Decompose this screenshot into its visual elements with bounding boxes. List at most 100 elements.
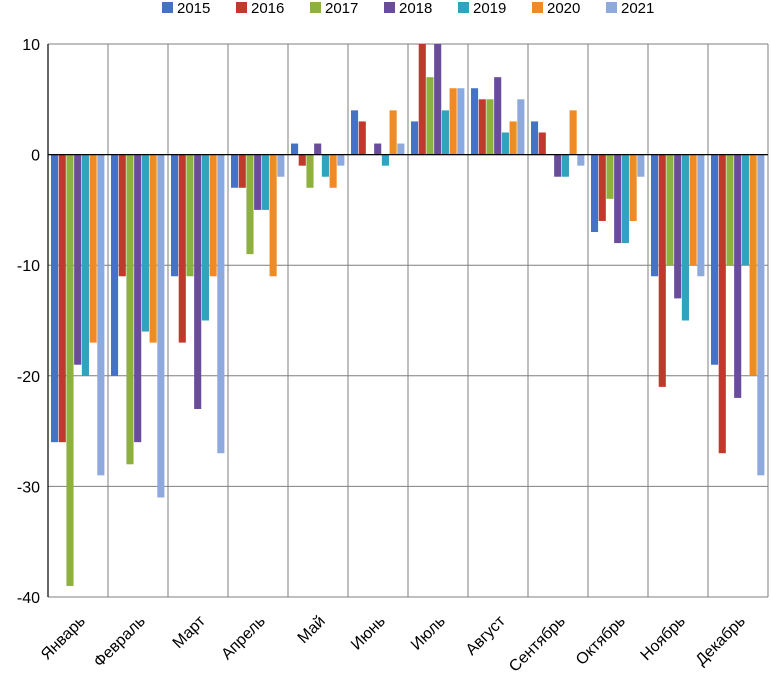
bar-2020-3 (209, 154, 217, 277)
bar-2016-6 (358, 121, 366, 155)
bar-2018-5 (314, 143, 322, 155)
bar-2021-5 (337, 154, 345, 166)
bar-2017-12 (726, 154, 734, 266)
bar-2016-9 (538, 132, 546, 155)
bar-2019-11 (681, 154, 689, 321)
bar-2019-9 (561, 154, 569, 177)
bar-2015-10 (591, 154, 599, 233)
bar-2020-9 (569, 110, 577, 155)
bar-2020-7 (449, 88, 457, 155)
legend-label-2016: 2016 (251, 0, 284, 17)
bar-2021-1 (97, 154, 105, 476)
x-category-label: Июнь (348, 613, 389, 654)
bar-2018-1 (74, 154, 82, 365)
bar-2017-10 (606, 154, 614, 199)
bar-2018-7 (434, 44, 442, 155)
bar-2019-12 (741, 154, 749, 266)
x-category-labels: Январь Февраль Март Апрель Май Июнь Июль Август… (38, 612, 749, 675)
bar-2017-5 (306, 154, 314, 188)
bar-2019-4 (261, 154, 269, 210)
x-category-label: Ноябрь (638, 613, 689, 664)
bar-2019-8 (501, 132, 509, 155)
legend-swatch-2017 (310, 2, 321, 13)
bar-2016-11 (658, 154, 666, 387)
x-category-label: Март (170, 612, 210, 652)
x-category-label: Октябрь (573, 613, 629, 669)
bar-2015-3 (171, 154, 179, 277)
bar-2021-6 (397, 143, 405, 155)
bar-2021-8 (517, 99, 525, 155)
legend-swatch-2015 (162, 2, 173, 13)
bar-2018-6 (374, 143, 382, 155)
bar-2020-1 (89, 154, 97, 343)
bar-2018-2 (134, 154, 142, 443)
y-tick-label: -30 (17, 479, 40, 496)
bar-2016-12 (718, 154, 726, 454)
bar-2020-8 (509, 121, 517, 155)
bar-2019-3 (201, 154, 209, 321)
legend-label-2021: 2021 (621, 0, 654, 17)
bar-2019-6 (381, 154, 389, 166)
bar-2020-4 (269, 154, 277, 277)
bar-2019-10 (621, 154, 629, 244)
bar-2018-10 (614, 154, 622, 244)
bar-2015-5 (291, 143, 299, 155)
bar-2021-12 (757, 154, 765, 476)
bar-2021-2 (157, 154, 165, 498)
bar-2016-8 (478, 99, 486, 155)
bar-2017-4 (246, 154, 254, 255)
bar-2015-9 (531, 121, 539, 155)
bar-2018-12 (734, 154, 742, 398)
bar-2017-8 (486, 99, 494, 155)
bar-2019-2 (141, 154, 149, 332)
bar-2020-2 (149, 154, 157, 343)
bar-2017-7 (426, 77, 434, 155)
bar-2016-7 (418, 44, 426, 155)
legend-label-2019: 2019 (473, 0, 506, 17)
bar-2015-2 (111, 154, 119, 376)
bar-2017-1 (66, 154, 74, 586)
bar-2016-3 (178, 154, 186, 343)
legend-label-2017: 2017 (325, 0, 358, 17)
bar-2015-11 (651, 154, 659, 277)
x-category-label: Январь (38, 613, 89, 664)
bar-2021-9 (577, 154, 585, 166)
legend-label-2020: 2020 (547, 0, 580, 17)
bar-2015-7 (411, 121, 419, 155)
x-category-label: Апрель (218, 613, 268, 663)
legend-swatch-2016 (236, 2, 247, 13)
axes (47, 44, 768, 597)
bar-2016-5 (298, 154, 306, 166)
y-tick-labels: -40 -30 -20 -10 0 10 (17, 37, 40, 607)
bar-2020-10 (629, 154, 637, 221)
bar-2017-3 (186, 154, 194, 277)
bar-2018-3 (194, 154, 202, 409)
bar-2017-11 (666, 154, 674, 266)
legend-swatch-2018 (384, 2, 395, 13)
bar-2018-8 (494, 77, 502, 155)
legend-swatch-2019 (458, 2, 469, 13)
bar-2020-11 (689, 154, 697, 266)
grid-lines (47, 43, 769, 598)
bar-2016-10 (598, 154, 606, 221)
y-tick-label: 0 (31, 148, 40, 165)
bar-2015-1 (51, 154, 59, 443)
bar-2021-11 (697, 154, 705, 277)
bar-2020-6 (389, 110, 397, 155)
x-category-label: Февраль (91, 613, 149, 671)
bar-2021-4 (277, 154, 285, 177)
legend-swatch-2020 (532, 2, 543, 13)
legend: 2015 2016 2017 2018 2019 2020 2021 (162, 0, 654, 17)
bars (51, 44, 765, 586)
bar-2021-3 (217, 154, 225, 454)
bar-2019-1 (81, 154, 89, 376)
bar-2015-4 (231, 154, 239, 188)
x-category-label: Май (295, 613, 329, 647)
bar-2019-5 (321, 154, 329, 177)
legend-label-2015: 2015 (177, 0, 210, 17)
x-category-label: Декабрь (693, 613, 749, 669)
x-category-label: Сентябрь (506, 613, 569, 676)
legend-label-2018: 2018 (399, 0, 432, 17)
